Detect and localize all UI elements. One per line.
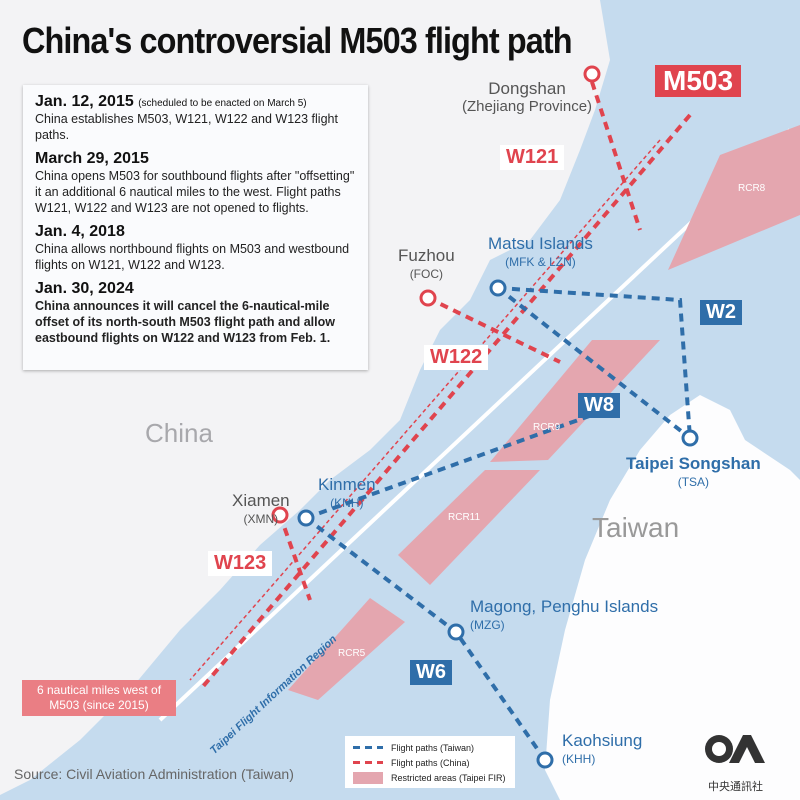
timeline-event: Jan. 30, 2024 China announces it will ca…: [35, 280, 356, 346]
dongshan-marker: [583, 65, 601, 83]
cna-logo-graphic: [705, 735, 765, 763]
legend: Flight paths (Taiwan) Flight paths (Chin…: [345, 736, 515, 788]
label-matsu: Matsu Islands (MFK & LZN): [488, 234, 593, 270]
kaohsiung-marker: [536, 751, 554, 769]
route-m503-offset: [189, 139, 661, 681]
legend-item-restricted: Restricted areas (Taipei FIR): [353, 770, 507, 785]
xiamen-marker: [271, 506, 289, 524]
timeline-event: Jan. 12, 2015 (scheduled to be enacted o…: [35, 93, 356, 143]
region-taiwan: Taiwan: [592, 512, 680, 543]
cna-logo: 中央通訊社: [708, 781, 763, 793]
route-label-w2: W2: [700, 300, 742, 325]
fuzhou-marker: [419, 289, 437, 307]
label-fuzhou: Fuzhou (FOC): [398, 246, 455, 282]
legend-item-china: Flight paths (China): [353, 755, 507, 770]
route-w123: [278, 514, 312, 601]
rcr11-label: RCR11: [448, 512, 481, 523]
restricted-rcr8: [668, 125, 800, 270]
event-date: March 29, 2015: [35, 150, 149, 167]
route-label-w121: W121: [500, 145, 565, 170]
route-w122: [427, 296, 561, 364]
route-w2: [497, 286, 692, 439]
route-w8: [496, 286, 692, 440]
route-label-w123: W123: [208, 551, 273, 576]
label-magong: Magong, Penghu Islands (MZG): [470, 597, 659, 633]
route-label-w6: W6: [410, 660, 452, 685]
fir-boundary: [158, 128, 792, 722]
restricted-rcr11: [398, 470, 540, 585]
event-date: Jan. 30, 2024: [35, 280, 134, 297]
taiwan-landmass: [545, 395, 800, 800]
label-kinmen: Kinmen (KNH): [318, 475, 376, 511]
rcr8-label: RCR8: [738, 183, 766, 194]
route-label-w122: W122: [424, 345, 489, 370]
rcr9-label: RCR9: [533, 422, 561, 433]
restricted-rcr5: [288, 598, 405, 700]
restricted-rcr9: [490, 340, 660, 462]
event-text: China announces it will cancel the 6-nau…: [35, 299, 335, 345]
magong-marker: [447, 623, 465, 641]
event-text: China establishes M503, W121, W122 and W…: [35, 112, 338, 142]
event-note: (scheduled to be enacted on March 5): [138, 98, 307, 109]
label-kaohsiung: Kaohsiung (KHH): [562, 731, 643, 767]
route-label-w8: W8: [578, 393, 620, 418]
event-text: China allows northbound flights on M503 …: [35, 242, 350, 272]
offset-callout: 6 nautical miles west of M503 (since 201…: [22, 680, 176, 716]
taipei-marker: [681, 429, 699, 447]
label-dongshan: Dongshan (Zhejiang Province): [462, 79, 593, 116]
legend-item-taiwan: Flight paths (Taiwan): [353, 740, 507, 755]
region-china: China: [145, 418, 213, 448]
timeline-event: Jan. 4, 2018 China allows northbound fli…: [35, 223, 356, 273]
page-title: China's controversial M503 flight path: [22, 20, 573, 61]
label-xiamen: Xiamen (XMN): [232, 491, 290, 527]
timeline-event: March 29, 2015 China opens M503 for sout…: [35, 150, 356, 216]
kinmen-marker: [297, 509, 315, 527]
event-date: Jan. 12, 2015: [35, 93, 134, 110]
event-date: Jan. 4, 2018: [35, 223, 125, 240]
matsu-marker: [489, 279, 507, 297]
timeline-panel: Jan. 12, 2015 (scheduled to be enacted o…: [23, 85, 368, 370]
event-text: China opens M503 for southbound flights …: [35, 169, 355, 215]
route-w121: [590, 81, 642, 231]
source-credit: Source: Civil Aviation Administration (T…: [14, 766, 294, 782]
route-kinmen-magong: [305, 408, 607, 520]
label-taipei: Taipei Songshan (TSA): [626, 454, 761, 490]
route-label-m503: M503: [655, 65, 742, 97]
rcr5-label: RCR5: [338, 648, 366, 659]
